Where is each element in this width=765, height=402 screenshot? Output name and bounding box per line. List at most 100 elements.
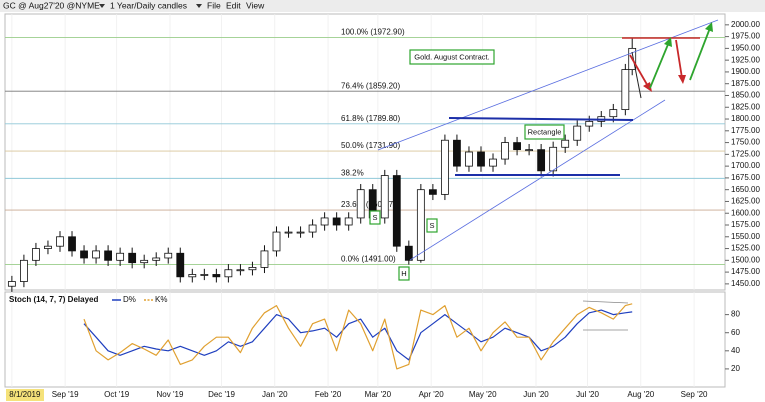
candle-body (260, 250, 269, 268)
x-tick-label: Jul '20 (576, 390, 599, 399)
annotation-box (409, 49, 495, 65)
arrow (629, 54, 650, 89)
plot-layer: 8/1/2019 Sep '19 Oct '19 Nov '19 Dec '19 Jan … (5, 14, 760, 399)
y-tick-label: 1725.00 (731, 149, 760, 158)
stoch-title: Stoch (14, 7, 7) Delayed (9, 295, 98, 304)
candle-body (525, 149, 534, 152)
candle-body (537, 149, 546, 172)
candle-body (489, 158, 497, 167)
channel-line (377, 19, 719, 151)
x-tick-label: Sep '19 (52, 390, 79, 399)
candle-body (320, 217, 329, 226)
interval[interactable]: 1 Year/Daily candles (110, 0, 187, 10)
x-tick-label: Dec '19 (208, 390, 235, 399)
candle-body (561, 139, 570, 148)
legend-label: K% (155, 295, 167, 304)
candle-body (116, 252, 125, 261)
y-tick-label: 1825.00 (731, 102, 760, 111)
annotation-box (369, 210, 381, 225)
stoch-panel (4, 291, 726, 388)
candle-body (416, 189, 425, 261)
y-tick-label: 1775.00 (731, 126, 760, 135)
y-tick-label: 1900.00 (731, 67, 760, 76)
y-tick-label: 1700.00 (731, 161, 760, 170)
dropdown-icon[interactable] (99, 4, 105, 8)
annotation: H (401, 269, 406, 278)
candle-body (68, 236, 76, 252)
x-tick-label: Mar '20 (365, 390, 392, 399)
candle-body (609, 109, 618, 118)
y-tick-label: 1850.00 (731, 91, 760, 100)
toolbar: GC @ Aug27'20 @NYME 1 Year/Daily candles… (0, 0, 765, 12)
channel-line (409, 99, 666, 261)
candle-body (164, 252, 173, 259)
candle-body (212, 274, 221, 278)
candle-body (188, 274, 197, 278)
y-tick-label: 40 (731, 346, 740, 355)
y-tick-label: 1550.00 (731, 232, 760, 241)
annotation: S (429, 221, 434, 230)
candle-body (404, 245, 413, 261)
candle-body (80, 250, 88, 259)
menu-item[interactable]: File (207, 0, 221, 10)
candle-body (236, 269, 245, 272)
menu-item[interactable]: View (246, 0, 265, 10)
y-tick-label: 1500.00 (731, 255, 760, 264)
x-tick-label: Apr '20 (419, 390, 445, 399)
x-tick-label: Oct '19 (104, 390, 130, 399)
candle-body (392, 175, 401, 247)
candle-body (453, 139, 461, 167)
y-tick-label: 2000.00 (731, 20, 760, 29)
series-line (83, 309, 633, 361)
x-tick-label: Jun '20 (523, 390, 549, 399)
x-tick-label: Nov '19 (157, 390, 184, 399)
x-tick-label: Feb '20 (315, 390, 342, 399)
arrow (689, 27, 711, 81)
candle-body (380, 175, 389, 219)
y-tick-label: 1675.00 (731, 173, 760, 182)
candle-body (200, 274, 209, 276)
candle-body (176, 252, 185, 278)
candle-body (104, 250, 113, 261)
dropdown-icon[interactable] (196, 4, 202, 8)
candle-body (44, 245, 52, 249)
arrowhead (705, 22, 713, 32)
candle-body (308, 224, 317, 233)
candle-body (585, 120, 594, 127)
rectangle-line (448, 117, 634, 121)
symbol[interactable]: GC @ Aug27'20 @NYME (3, 0, 100, 10)
drawings: Gold. August Contract. Rectangle H S S (369, 19, 719, 331)
candle-body (477, 151, 485, 167)
candle-body (573, 125, 582, 141)
y-tick-label: 1925.00 (731, 55, 760, 64)
annotation-box (398, 266, 410, 281)
candle-body (7, 281, 16, 287)
y-tick-label: 1975.00 (731, 32, 760, 41)
candle-body (284, 231, 293, 234)
candle-body (32, 248, 40, 261)
y-tick-label: 1600.00 (731, 208, 760, 217)
candle-body (549, 146, 558, 172)
x-tick-label: Aug '20 (627, 390, 654, 399)
annotation: S (372, 213, 377, 222)
arrowhead (664, 37, 672, 47)
fib-label: 0.0% (1491.00) (341, 255, 396, 264)
annotation-box (426, 218, 438, 233)
candle-body (224, 269, 233, 278)
series-line (83, 303, 633, 370)
y-tick-label: 60 (731, 328, 740, 337)
candle-body (272, 231, 281, 252)
candle-body (128, 252, 137, 264)
candle-body (332, 217, 341, 226)
candle-body (356, 189, 365, 219)
candle-body (441, 139, 449, 195)
date-highlight (6, 389, 44, 401)
candle-body (296, 231, 305, 234)
x-tick-label: Jan '20 (262, 390, 288, 399)
fib-label: 61.8% (1789.80) (341, 114, 400, 123)
toolbar-bg (0, 0, 765, 12)
y-tick-label: 1450.00 (731, 279, 760, 288)
menu-item[interactable]: Edit (226, 0, 241, 10)
annotation: Gold. August Contract. (414, 52, 489, 61)
